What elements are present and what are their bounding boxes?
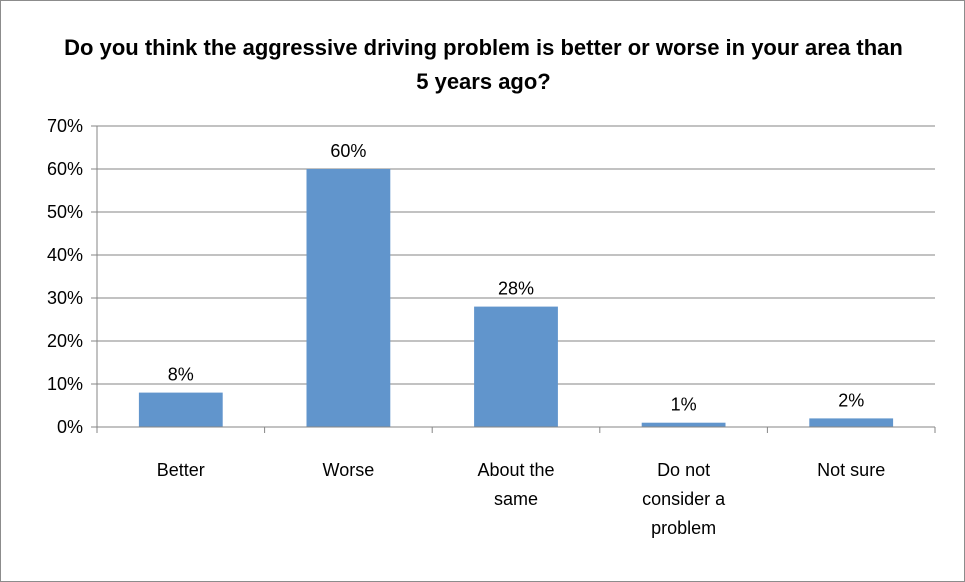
data-label: 8% (168, 365, 194, 385)
y-tick-label: 10% (47, 374, 83, 394)
chart-title: Do you think the aggressive driving prob… (64, 35, 903, 94)
y-tick-label: 70% (47, 116, 83, 136)
bars (138, 169, 894, 427)
bar-better (138, 392, 223, 427)
y-tick-label: 20% (47, 331, 83, 351)
gridlines (97, 125, 935, 385)
data-label: 28% (498, 279, 534, 299)
data-label: 60% (330, 141, 366, 161)
labels: 0% 10% 20% 30% 40% 50% 60% 70% 8% Better 60% Worse 2… (47, 116, 885, 538)
axes (91, 125, 936, 433)
bar-worse (306, 169, 391, 427)
y-tick-label: 0% (57, 417, 83, 437)
y-tick-label: 60% (47, 159, 83, 179)
x-tick-label: About the same (477, 460, 554, 509)
bar-not-sure (809, 418, 894, 427)
y-tick-label: 40% (47, 245, 83, 265)
x-tick-label: Not sure (817, 460, 885, 480)
data-label: 1% (671, 395, 697, 415)
y-tick-label: 50% (47, 202, 83, 222)
x-tick-label: Worse (323, 460, 375, 480)
data-label: 2% (838, 390, 864, 410)
x-tick-label: Do not consider a problem (642, 460, 726, 538)
x-tick-label: Better (157, 460, 205, 480)
bar-do-not-consider-a-problem (641, 422, 726, 427)
bar-about-the-same (474, 306, 558, 427)
y-tick-label: 30% (47, 288, 83, 308)
